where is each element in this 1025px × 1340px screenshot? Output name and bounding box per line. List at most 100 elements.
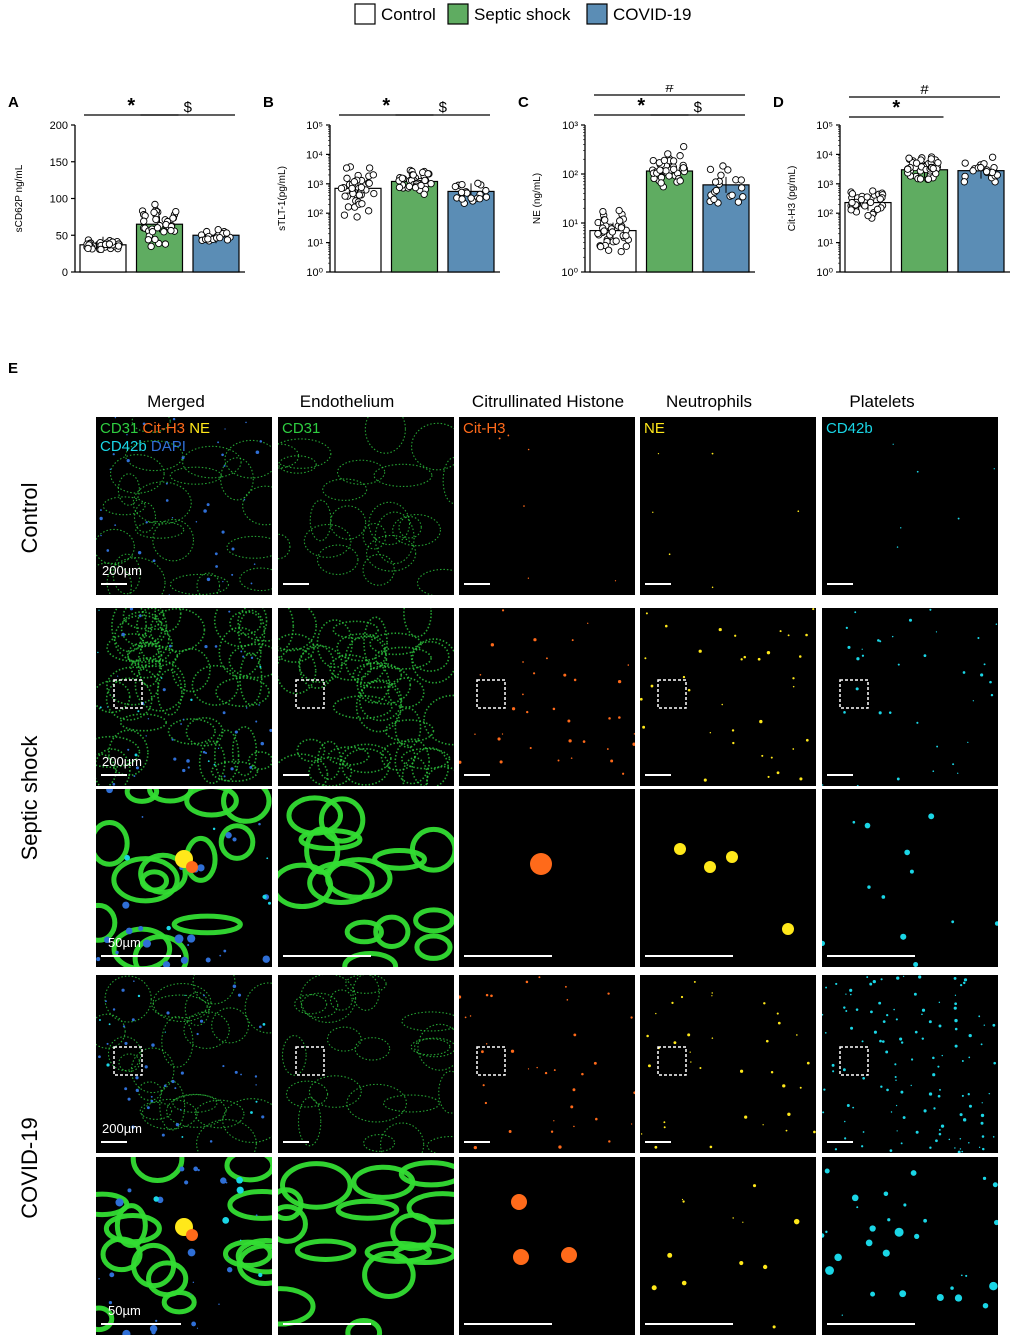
signal-speck	[581, 1072, 584, 1076]
signal-speck	[166, 925, 171, 931]
signal-speck	[813, 1130, 816, 1134]
vessel-outline	[122, 608, 165, 630]
vessel-outline	[229, 610, 262, 635]
bar-septic-shock	[900, 169, 949, 273]
y-tick-label: 150	[50, 157, 68, 169]
vessel-outline	[401, 756, 429, 786]
signal-speck	[980, 1113, 985, 1118]
vessel-wall	[139, 869, 170, 893]
signal-speck	[940, 1124, 945, 1128]
signal-speck	[106, 1042, 109, 1045]
signal-speck	[106, 789, 113, 794]
scale-bar	[464, 1323, 552, 1325]
signal-speck	[978, 1146, 981, 1148]
vessel-outline	[107, 1036, 142, 1072]
signal-speck	[255, 720, 258, 723]
vessel-wall	[114, 1203, 148, 1249]
signal-speck	[734, 634, 737, 637]
vessel-outline	[303, 524, 352, 558]
zoom-region-box	[113, 679, 143, 709]
signal-speck	[236, 1176, 243, 1184]
figure-legend: Control Septic shock COVID-19	[354, 3, 691, 25]
signal-speck	[175, 1122, 180, 1127]
data-point	[599, 207, 607, 216]
data-point	[216, 234, 224, 242]
signal-speck	[168, 594, 170, 595]
vessel-outline	[141, 1098, 198, 1130]
signal-speck	[787, 1112, 791, 1116]
signal-speck	[703, 778, 707, 782]
signal-speck	[222, 580, 224, 583]
signal-speck	[464, 1016, 467, 1019]
signal-speck	[552, 707, 556, 711]
micrograph-septic-shock-endothelium-high-mag	[278, 789, 454, 967]
signal-speck	[479, 673, 482, 676]
vessel-outline	[130, 1047, 175, 1094]
y-tick-label: 10³	[817, 179, 833, 191]
signal-speck	[108, 1301, 113, 1305]
signal-speck	[767, 775, 770, 779]
signal-speck	[886, 1014, 889, 1017]
micrograph-covid-19-endothelium-low-mag	[278, 975, 454, 1153]
signal-speck	[878, 1001, 882, 1005]
vessel-outline	[380, 1122, 425, 1153]
data-point	[343, 174, 351, 182]
scale-bar	[645, 1323, 733, 1325]
signal-speck	[869, 982, 873, 986]
signal-speck	[953, 977, 957, 980]
signal-speck	[536, 1066, 538, 1069]
data-point	[847, 206, 855, 214]
signal-speck	[614, 580, 617, 582]
data-point	[712, 186, 720, 195]
signal-speck	[895, 1104, 898, 1107]
signal-speck	[498, 437, 501, 440]
signal-speck	[880, 1085, 883, 1088]
signal-speck	[849, 988, 853, 992]
micrograph-septic-shock-citrullinated-low-mag	[459, 608, 635, 786]
signal-speck	[558, 1145, 562, 1149]
data-point	[150, 208, 158, 217]
signal-speck	[667, 1252, 673, 1258]
signal-speck	[633, 1091, 635, 1095]
signal-speck	[928, 813, 935, 820]
micrograph-control-neutrophils-low-mag: NE	[640, 417, 816, 595]
data-point	[424, 170, 432, 178]
zoom-region-box	[657, 679, 687, 709]
signal-speck	[553, 1069, 556, 1072]
signal-speck	[232, 837, 237, 842]
data-point	[476, 195, 484, 203]
signal-speck	[191, 1321, 197, 1327]
signal-speck	[179, 1108, 182, 1111]
legend-label: Septic shock	[474, 5, 571, 24]
significance-symbol: $	[694, 99, 703, 116]
data-point	[353, 213, 361, 221]
signal-speck	[640, 697, 643, 701]
data-point	[876, 195, 884, 203]
y-tick-label: 50	[56, 230, 68, 242]
signal-speck	[553, 1120, 555, 1122]
vessel-outline	[278, 438, 332, 469]
data-point	[467, 194, 475, 202]
vessel-outline	[352, 975, 380, 1011]
vessel-outline	[172, 1093, 218, 1113]
stain-cd42b: CD42b	[100, 438, 147, 455]
signal-speck	[606, 748, 609, 750]
signal-speck	[155, 1319, 158, 1322]
signal-speck	[992, 1023, 996, 1027]
vessel-outline	[281, 1035, 307, 1076]
data-point	[960, 178, 968, 186]
signal-speck	[121, 632, 125, 637]
vessel-outline	[278, 753, 329, 786]
signal-speck	[582, 740, 586, 743]
signal-speck	[657, 452, 660, 455]
signal-speck	[903, 1203, 907, 1207]
y-tick-label: 10⁵	[306, 120, 323, 132]
signal-speck	[687, 688, 691, 692]
micrograph-septic-shock-neutrophils-high-mag	[640, 789, 816, 967]
data-point	[365, 179, 373, 187]
signal-speck	[953, 1006, 957, 1010]
data-point	[458, 195, 466, 203]
signal-speck	[236, 1186, 244, 1194]
signal-speck	[847, 645, 851, 649]
data-point	[706, 165, 715, 174]
